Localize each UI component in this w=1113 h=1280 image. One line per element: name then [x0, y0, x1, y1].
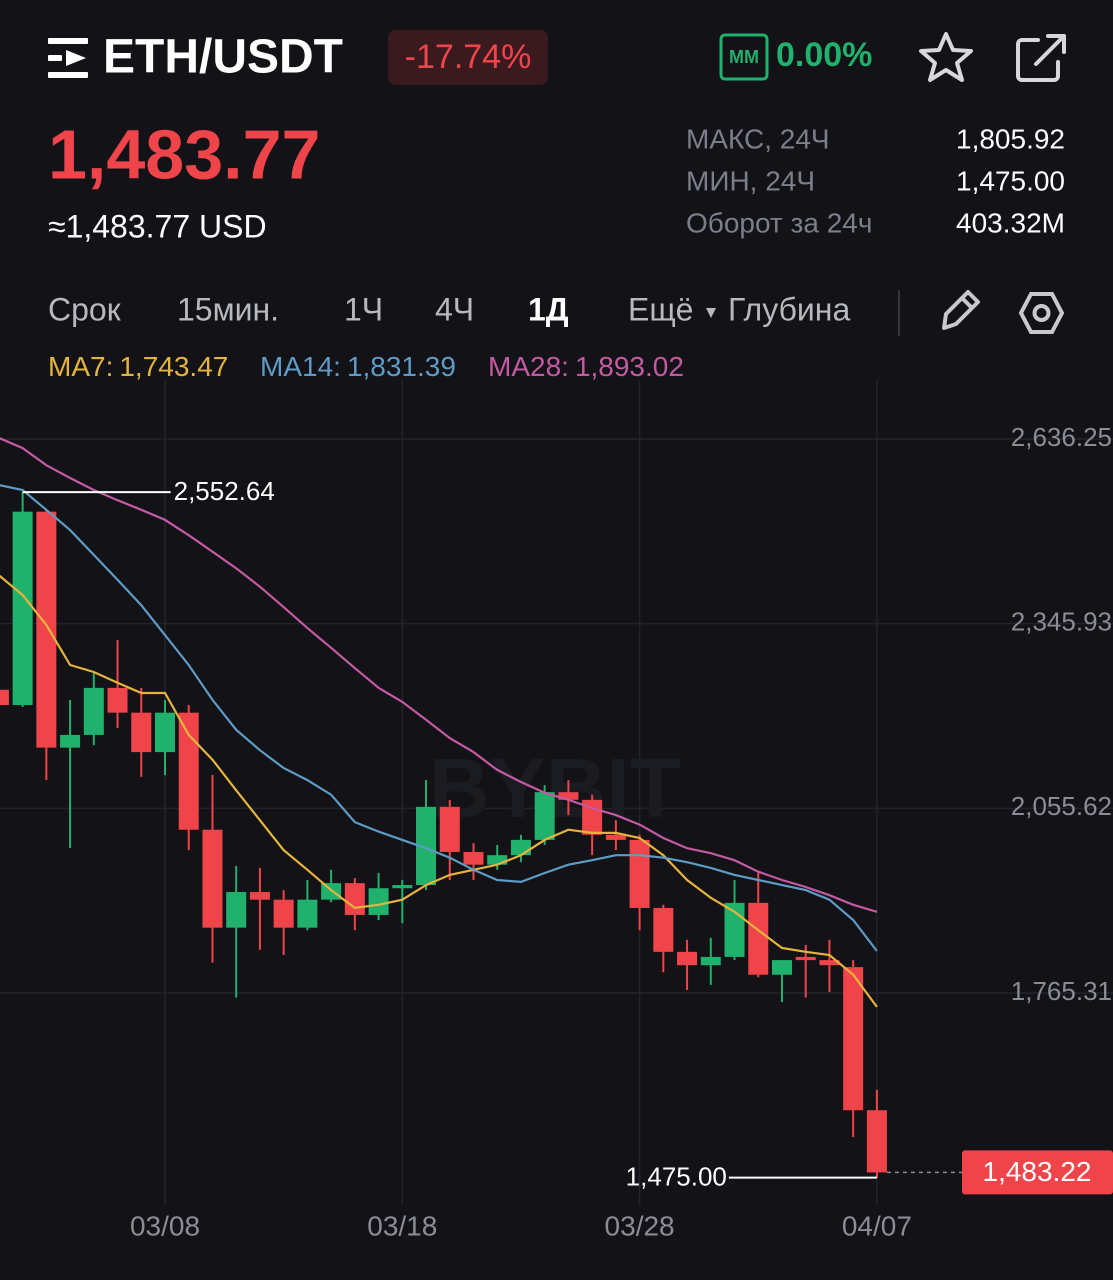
x-tick-label: 03/18: [367, 1210, 437, 1241]
tabs: Срок 15мин. 1Ч 4Ч 1Д Ещё Глубина: [48, 291, 850, 327]
x-tick-label: 04/07: [842, 1210, 912, 1241]
watermark: BYBIT: [429, 741, 681, 835]
candle-body: [107, 687, 128, 713]
candle-body: [748, 902, 769, 975]
candle-body: [487, 855, 508, 865]
favorite-icon[interactable]: [919, 32, 973, 82]
share-icon[interactable]: [1016, 34, 1066, 82]
extreme-label: 2,552.64: [174, 476, 275, 506]
mm-badge-text: MM: [729, 47, 759, 67]
extreme-label: 1,475.00: [626, 1162, 727, 1192]
candle-body: [605, 834, 626, 840]
candle-body: [629, 839, 650, 908]
candle-body: [700, 956, 721, 966]
candle-body: [226, 892, 247, 928]
mm-badge: [719, 33, 769, 81]
candle-body: [510, 839, 531, 856]
candle-body: [273, 899, 294, 928]
ma-legend-entry: MA14: 1,831.39: [260, 351, 456, 382]
change-text: -17.74%: [405, 38, 532, 76]
ma-legend-value: 1,893.02: [575, 351, 684, 382]
ma-legend-name: MA14:: [260, 351, 341, 382]
candle-body: [416, 806, 437, 886]
candle-body: [0, 689, 9, 706]
y-tick-label: 1,765.31: [1011, 976, 1112, 1006]
draw-icon[interactable]: [942, 290, 980, 330]
tab[interactable]: 15мин.: [177, 291, 279, 327]
converted-price: ≈1,483.77 USD: [48, 208, 267, 244]
ma-legend-entry: MA28: 1,893.02: [488, 351, 684, 382]
candle-body: [795, 956, 816, 961]
y-tick-label: 2,345.93: [1011, 607, 1112, 637]
ma-legend-name: MA7:: [48, 351, 113, 382]
candle-body: [344, 883, 365, 915]
last-price-label: 1,483.22: [983, 1156, 1092, 1187]
ma-line: [0, 574, 878, 1008]
candle-body: [368, 888, 389, 915]
dropdown-arrow: [706, 308, 716, 318]
change-badge: [388, 30, 548, 85]
tab[interactable]: 1Д: [528, 291, 569, 327]
ma-legend-value: 1,743.47: [119, 351, 228, 382]
x-tick-label: 03/28: [605, 1210, 675, 1241]
ma-line: [0, 437, 878, 913]
stat-label: Оборот за 24ч: [686, 207, 872, 238]
candle-body: [131, 712, 152, 753]
stat-value: 1,805.92: [956, 123, 1065, 154]
stat-label: МАКС, 24Ч: [686, 123, 830, 154]
y-tick-label: 2,636.25: [1011, 422, 1112, 452]
candle-body: [249, 892, 270, 900]
ma-legend: MA7: 1,743.47 MA14: 1,831.39 MA28: 1,893.02: [48, 351, 684, 382]
ma-legend-value: 1,831.39: [347, 351, 456, 382]
candle-body: [534, 792, 555, 840]
tab[interactable]: 4Ч: [435, 291, 474, 327]
candle-body: [202, 829, 223, 928]
stats: МАКС, 24Ч 1,805.92 МИН, 24Ч 1,475.00 Оборот …: [686, 123, 1065, 238]
ma-line: [0, 484, 878, 952]
pair-title: ETH/USDT: [103, 31, 343, 84]
settings-icon[interactable]: [1018, 292, 1065, 334]
candle-body: [819, 960, 840, 966]
candle-body: [843, 967, 864, 1111]
candle-body: [36, 511, 57, 748]
tab: Срок: [48, 291, 122, 327]
stat-value: 403.32M: [956, 207, 1065, 238]
candle-body: [771, 960, 792, 975]
candle-body: [866, 1110, 887, 1173]
tab[interactable]: Ещё: [628, 291, 693, 327]
last-price-tag: [962, 1150, 1113, 1195]
candle-body: [439, 806, 460, 852]
candle-body: [178, 712, 199, 830]
candle-body: [83, 687, 104, 735]
ma-legend-entry: MA7: 1,743.47: [48, 351, 228, 382]
ma-legend-name: MA28:: [488, 351, 569, 382]
stat-value: 1,475.00: [956, 165, 1065, 196]
tab[interactable]: 1Ч: [344, 291, 383, 327]
candle-body: [463, 851, 484, 865]
candle-body: [155, 712, 175, 753]
last-price: 1,483.77: [48, 115, 320, 193]
y-tick-label: 2,055.62: [1011, 791, 1112, 821]
candle-body: [12, 511, 33, 706]
candle-body: [653, 907, 674, 952]
stat-label: МИН, 24Ч: [686, 165, 815, 196]
candle-body: [677, 951, 698, 966]
tab[interactable]: Глубина: [728, 291, 850, 327]
x-tick-label: 03/08: [130, 1210, 200, 1241]
candle-body: [60, 734, 81, 748]
candle-body: [297, 899, 318, 928]
chart: BYBIT 2,636.25 2,345.93 2,055.62 1,765.31 03/…: [0, 380, 1113, 1241]
menu-icon[interactable]: [48, 38, 88, 78]
candle-body: [558, 792, 579, 800]
candle-body: [392, 885, 413, 889]
mm-rate: 0.00%: [776, 36, 872, 74]
